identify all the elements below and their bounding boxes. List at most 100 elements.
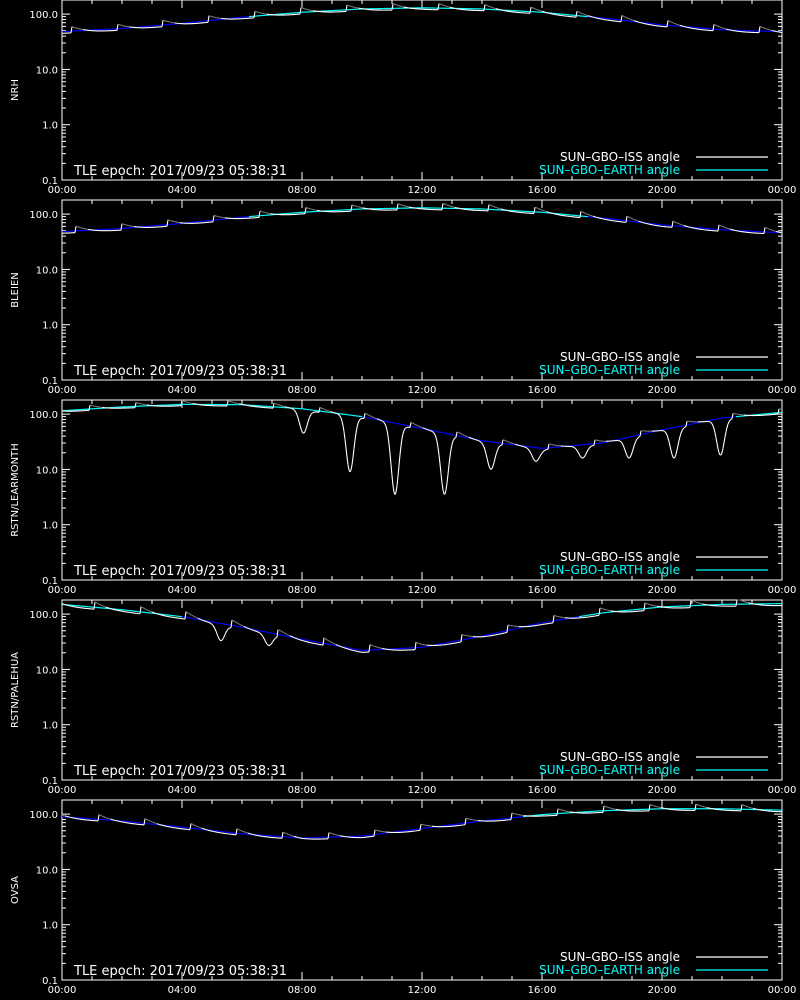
iss-angle-line xyxy=(576,450,579,453)
legend-label-iss: SUN–GBO–ISS angle xyxy=(560,150,680,164)
iss-angle-line xyxy=(351,457,354,465)
iss-angle-line xyxy=(298,421,301,426)
y-tick-label: 0.1 xyxy=(42,176,58,187)
iss-angle-line xyxy=(350,204,353,212)
iss-angle-line xyxy=(723,437,726,443)
iss-angle-line xyxy=(384,423,387,427)
iss-angle-line xyxy=(134,402,137,408)
x-tick-label: 00:00 xyxy=(768,785,797,796)
x-tick-label: 04:00 xyxy=(168,585,197,596)
iss-angle-line xyxy=(295,412,298,416)
iss-angle-line xyxy=(625,216,628,223)
iss-angle-line xyxy=(709,421,712,424)
iss-angle-line xyxy=(730,418,733,420)
iss-angle-line xyxy=(675,450,678,455)
iss-angle-line xyxy=(532,457,535,460)
iss-angle-line xyxy=(347,464,350,471)
y-tick-label: 10.0 xyxy=(36,265,58,276)
y-tick-label: 100.0 xyxy=(29,410,58,421)
x-tick-label: 12:00 xyxy=(408,585,437,596)
iss-angle-line xyxy=(383,422,386,425)
iss-angle-line xyxy=(711,423,714,427)
iss-angle-line xyxy=(447,464,450,475)
x-tick-label: 00:00 xyxy=(48,785,77,796)
iss-angle-line xyxy=(715,437,718,444)
iss-angle-line xyxy=(499,444,502,447)
iss-angle-line xyxy=(712,425,715,429)
iss-angle-line xyxy=(494,454,497,459)
iss-angle-line xyxy=(357,420,360,424)
iss-angle-line xyxy=(580,210,583,213)
iss-angle-line xyxy=(635,438,638,442)
iss-angle-line xyxy=(412,422,415,425)
iss-angle-line xyxy=(620,15,623,22)
iss-angle-line xyxy=(437,3,440,10)
iss-angle-line xyxy=(299,425,302,429)
iss-angle-line xyxy=(731,413,734,419)
y-tick-label: 1.0 xyxy=(42,321,58,332)
iss-angle-line xyxy=(621,442,624,446)
iss-angle-line xyxy=(671,454,674,458)
chart-panel-4: 0.1 1.0 10.0 100.0 00:00 04:00 08:00 12:00 16:00… xyxy=(10,599,797,796)
iss-angle-line xyxy=(350,464,353,471)
iss-angle-line xyxy=(590,445,593,447)
legend-label-earth: SUN–GBO–EARTH angle xyxy=(539,563,680,577)
iss-angle-line xyxy=(679,432,682,437)
iss-angle-line xyxy=(492,462,495,467)
iss-angle-line xyxy=(309,414,312,417)
iss-angle-line xyxy=(528,449,531,453)
iss-angle-line xyxy=(345,448,348,458)
iss-angle-line xyxy=(442,489,445,495)
iss-angle-line xyxy=(673,456,676,459)
iss-angle-line xyxy=(637,436,640,439)
iss-angle-line xyxy=(207,15,210,23)
iss-angle-line xyxy=(579,211,582,218)
y-tick-label: 1.0 xyxy=(42,121,58,132)
iss-angle-line xyxy=(453,437,456,440)
iss-angle-line xyxy=(338,414,341,417)
x-tick-label: 20:00 xyxy=(648,385,677,396)
iss-angle-line xyxy=(541,451,544,454)
legend-label-earth: SUN–GBO–EARTH angle xyxy=(539,363,680,377)
iss-angle-line xyxy=(482,444,485,448)
iss-angle-line xyxy=(483,4,486,11)
iss-angle-line xyxy=(495,451,498,455)
iss-angle-line xyxy=(452,438,455,442)
iss-angle-line xyxy=(354,433,357,441)
iss-angle-line xyxy=(88,404,91,411)
iss-angle-line xyxy=(301,431,304,434)
iss-angle-line xyxy=(434,434,437,438)
iss-angle-line xyxy=(666,20,669,27)
iss-angle-line xyxy=(356,423,359,428)
iss-angle-line xyxy=(501,439,504,446)
iss-angle-line xyxy=(714,432,717,438)
iss-angle-line xyxy=(485,453,488,459)
iss-angle-line xyxy=(389,453,392,465)
iss-angle-line xyxy=(355,427,358,434)
legend-label-earth: SUN–GBO–EARTH angle xyxy=(539,163,680,177)
iss-angle-line xyxy=(668,441,671,447)
iss-angle-line xyxy=(161,20,164,27)
iss-angle-line xyxy=(403,428,406,431)
iss-angle-line xyxy=(664,431,667,434)
y-tick-label: 10.0 xyxy=(36,65,58,76)
iss-angle-line xyxy=(340,417,343,422)
chart-panel-2: 0.1 1.0 10.0 100.0 00:00 04:00 08:00 12:00 16:00… xyxy=(10,199,796,396)
iss-angle-line xyxy=(365,413,368,415)
iss-angle-line xyxy=(639,430,642,437)
y-axis-label: RSTN/LEARMONTH xyxy=(10,443,21,537)
tle-epoch-annotation: TLE epoch: 2017/09/23 05:38:31 xyxy=(73,564,287,579)
x-tick-label: 00:00 xyxy=(768,585,797,596)
iss-angle-line xyxy=(386,430,389,436)
iss-angle-line xyxy=(539,454,542,457)
iss-angle-line xyxy=(292,408,295,411)
y-tick-label: 1.0 xyxy=(42,721,58,732)
iss-angle-line xyxy=(353,440,356,449)
x-tick-label: 16:00 xyxy=(528,585,557,596)
iss-angle-line xyxy=(337,413,340,416)
y-axis-label: BLEIEN xyxy=(10,272,21,308)
iss-angle-line xyxy=(212,215,215,222)
